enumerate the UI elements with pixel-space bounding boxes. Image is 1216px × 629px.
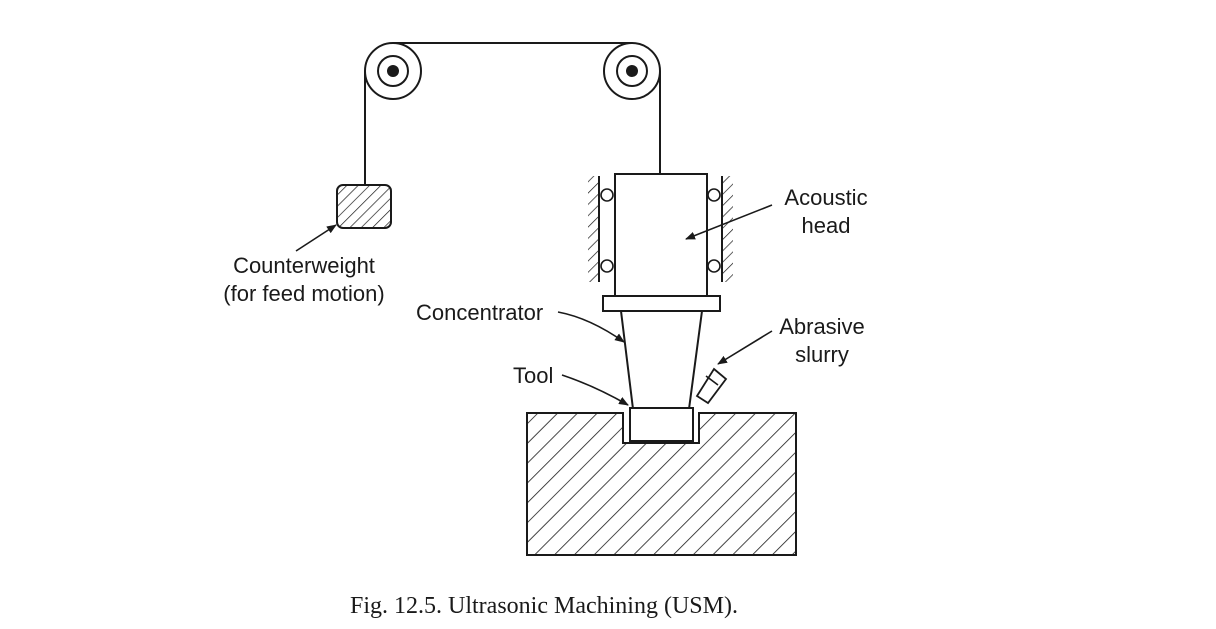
concentrator — [619, 310, 704, 410]
counterweight — [336, 184, 392, 229]
feed-cable — [364, 42, 661, 185]
concentrator-label: Concentrator — [416, 300, 543, 325]
left-pulley — [364, 42, 422, 100]
abrasive-slurry-arrow — [717, 330, 773, 365]
acoustic-head-arrow — [685, 204, 773, 240]
acoustic-head-label-line2: head — [802, 213, 851, 238]
concentrator-arrow — [557, 311, 625, 343]
acoustic-head-label-line1: Acoustic — [784, 185, 867, 210]
tool — [629, 407, 694, 442]
figure-caption: Fig. 12.5. Ultrasonic Machining (USM). — [350, 593, 738, 619]
abrasive-slurry-label-line1: Abrasive — [779, 314, 865, 339]
counterweight-arrow — [295, 224, 337, 252]
abrasive-slurry-label-line2: slurry — [795, 342, 849, 367]
head-flange — [602, 295, 721, 312]
acoustic-head — [614, 173, 708, 297]
workpiece — [526, 412, 797, 556]
left-guide-wall — [588, 176, 600, 282]
right-pulley — [603, 42, 661, 100]
tool-label: Tool — [513, 363, 553, 388]
counterweight-label-line2: (for feed motion) — [223, 281, 384, 306]
right-guide-wall — [721, 176, 733, 282]
counterweight-label-line1: Counterweight — [233, 253, 375, 278]
slurry-nozzle — [695, 367, 728, 405]
tool-arrow — [561, 374, 629, 406]
